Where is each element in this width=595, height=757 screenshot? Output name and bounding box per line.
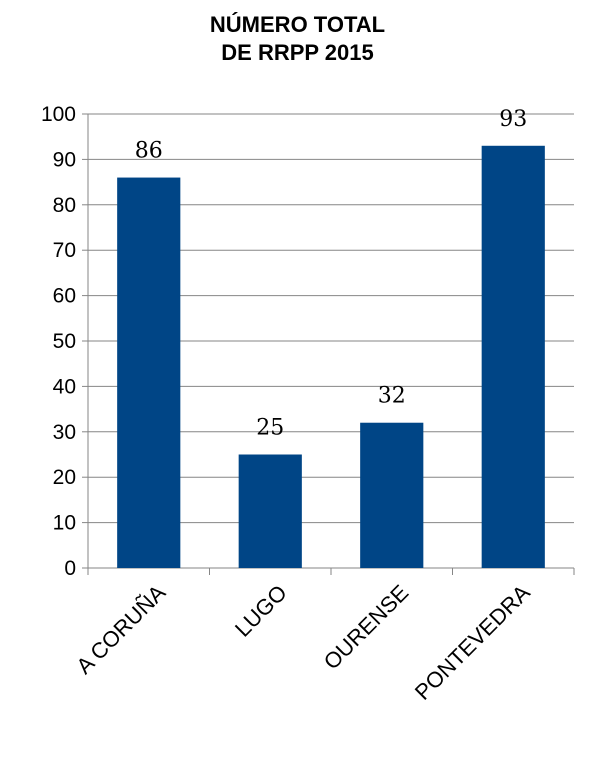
category-label-3: PONTEVEDRA (410, 580, 535, 705)
bar-1 (238, 454, 302, 568)
bar-2 (360, 422, 424, 568)
y-tick-label-90: 90 (53, 148, 76, 171)
y-tick-label-60: 60 (53, 285, 76, 308)
y-tick-label-0: 0 (64, 557, 76, 580)
bar-0 (117, 177, 181, 568)
data-label-3: 93 (499, 107, 527, 132)
category-label-1: LUGO (230, 580, 292, 642)
chart-title-line-2: DE RRPP 2015 (221, 40, 374, 65)
category-label-2: OURENSE (319, 580, 414, 675)
y-tick-label-100: 100 (41, 103, 76, 126)
y-tick-label-30: 30 (53, 421, 76, 444)
y-tick-label-50: 50 (53, 330, 76, 353)
data-label-1: 25 (256, 416, 284, 441)
chart-title-line-1: NÚMERO TOTAL (209, 12, 386, 37)
data-label-2: 32 (378, 384, 406, 409)
y-tick-label-70: 70 (53, 239, 76, 262)
y-tick-label-20: 20 (53, 466, 76, 489)
category-label-0: A CORUÑA (71, 580, 170, 679)
y-tick-label-40: 40 (53, 375, 76, 398)
bar-3 (481, 145, 545, 568)
y-tick-label-80: 80 (53, 194, 76, 217)
y-tick-label-10: 10 (53, 512, 76, 535)
data-label-0: 86 (135, 139, 163, 164)
